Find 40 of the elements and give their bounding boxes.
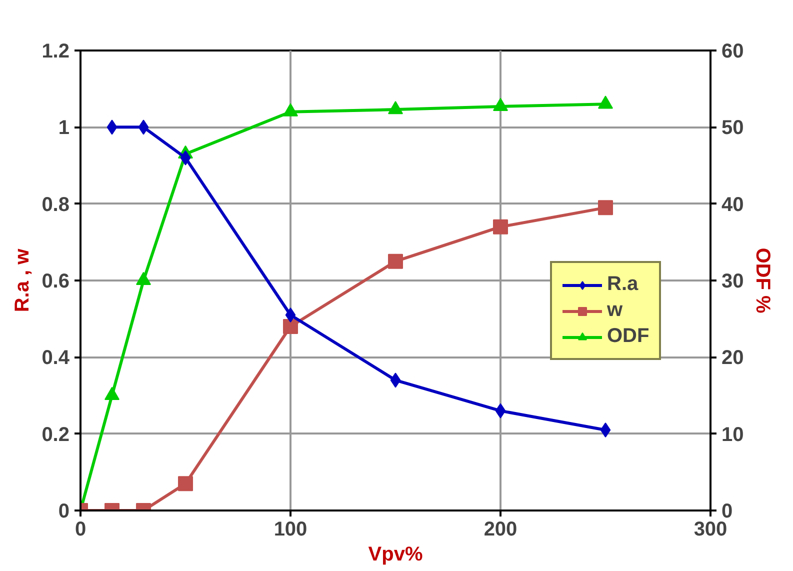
y-tick-label: 1.2 (42, 40, 70, 62)
x-axis-title: Vpv% (368, 544, 423, 566)
legend-label: w (607, 299, 624, 322)
point (600, 422, 611, 438)
point (493, 98, 508, 112)
point (180, 150, 191, 166)
point (178, 476, 193, 492)
y2-tick-label: 40 (722, 194, 744, 216)
point (285, 308, 296, 322)
y-tick-label: 0.4 (42, 347, 70, 370)
y-tick-label: 0.6 (42, 270, 70, 292)
y-axis-title: R.a , w (12, 248, 34, 312)
point (283, 319, 298, 334)
point (136, 272, 151, 286)
point (106, 120, 118, 135)
y2-tick-label: 20 (722, 347, 744, 370)
y2-tick-label: 10 (722, 424, 744, 446)
y-tick-label: 0 (58, 500, 70, 522)
y-tick-label: 0.8 (42, 194, 70, 216)
y2-tick-label: 60 (722, 40, 744, 62)
y-tick-label: 0.2 (42, 424, 70, 446)
point (598, 200, 613, 216)
point (493, 219, 508, 234)
y2-tick-label: 30 (722, 270, 744, 292)
x-tick-label: 100 (274, 518, 308, 540)
x-tick-label: 0 (74, 518, 86, 540)
y2-axis-title: ODF % (752, 248, 774, 314)
point (388, 254, 403, 269)
y2-tick-label: 50 (722, 117, 744, 140)
point (104, 386, 120, 400)
point (598, 96, 613, 109)
legend-label: R.a (607, 273, 638, 296)
y-tick-label: 1 (58, 117, 70, 140)
point (138, 120, 149, 135)
point (390, 372, 401, 388)
point (283, 103, 298, 116)
point (388, 100, 403, 114)
x-tick-label: 200 (484, 518, 518, 540)
legend-label: ODF (607, 325, 650, 348)
point (495, 403, 506, 418)
